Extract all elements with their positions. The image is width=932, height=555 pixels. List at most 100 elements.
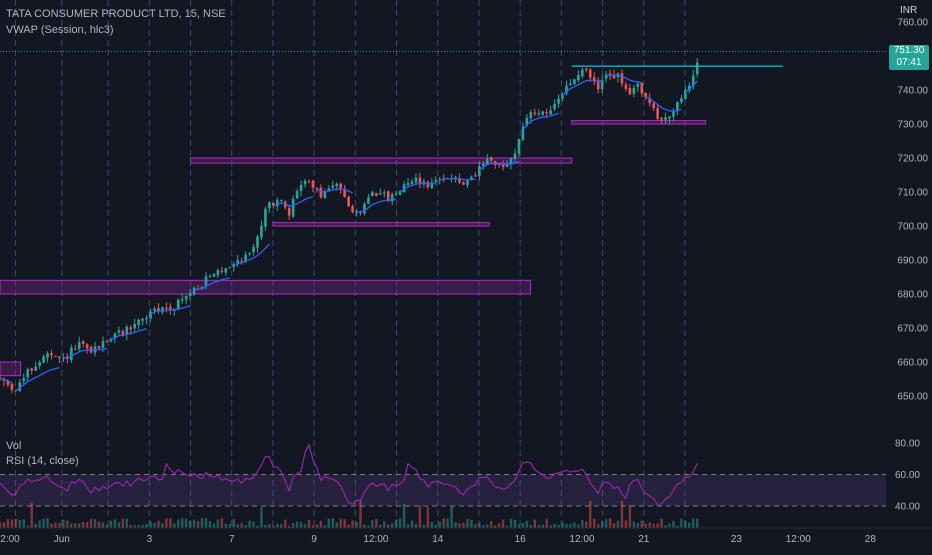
candle-body	[26, 369, 30, 378]
volume-bar	[133, 525, 136, 528]
volume-bar	[173, 523, 176, 528]
candle-body	[656, 108, 659, 119]
volume-bar	[220, 518, 224, 528]
volume-bar	[692, 518, 695, 528]
rsi-legend[interactable]: RSI (14, close)	[6, 455, 79, 467]
candle-body	[252, 246, 255, 253]
volume-bar	[541, 524, 544, 528]
zone-rectangle	[0, 361, 22, 377]
candle-body	[470, 176, 473, 180]
volume-bar	[640, 520, 643, 528]
candle-body	[212, 274, 216, 277]
volume-bar	[327, 518, 331, 528]
candle-body	[537, 113, 541, 115]
volume-bar	[18, 520, 22, 528]
vwap-line	[562, 79, 603, 97]
vwap-line	[478, 160, 520, 171]
candle-body	[176, 299, 180, 309]
price-tick-label: 710.00	[897, 188, 928, 199]
candle-body	[581, 69, 584, 77]
candle-body	[418, 177, 422, 184]
volume-bar	[141, 524, 144, 528]
volume-bar	[482, 525, 485, 528]
volume-bar	[387, 524, 390, 528]
volume-bar	[184, 518, 188, 528]
candle-body	[422, 181, 426, 184]
candle-body	[485, 158, 489, 165]
volume-bar	[379, 524, 382, 528]
volume-bar	[553, 523, 556, 528]
vwap-line	[316, 188, 353, 194]
candle-body	[236, 259, 239, 265]
zone-rectangle	[272, 222, 490, 227]
candle-body	[608, 73, 612, 75]
candle-body	[121, 331, 125, 335]
volume-bar	[256, 525, 259, 528]
volume-bar	[113, 519, 117, 528]
candle-body	[224, 268, 228, 273]
candle-body	[430, 182, 434, 189]
volume-bar	[240, 522, 243, 528]
volume-bar	[339, 518, 342, 528]
candle-body	[77, 342, 81, 349]
candle-body	[596, 80, 600, 90]
volume-bar	[70, 523, 73, 528]
volume-bar	[600, 521, 604, 528]
time-tick-label: 16	[515, 534, 527, 545]
candle-body	[319, 187, 323, 198]
candle-body	[307, 181, 311, 183]
volume-bar	[303, 524, 307, 528]
volume-bar	[363, 524, 366, 528]
candle-body	[335, 183, 339, 187]
candle-body	[256, 236, 259, 248]
volume-bar	[513, 519, 517, 528]
rsi-tick-label: 80.00	[895, 439, 920, 450]
volume-bar	[319, 520, 323, 528]
candle-body	[6, 380, 10, 385]
volume-bar	[509, 518, 513, 528]
candle-body	[244, 254, 247, 262]
vwap-legend[interactable]: VWAP (Session, hlc3)	[6, 24, 114, 36]
volume-bar	[307, 519, 311, 528]
candle-body	[137, 319, 140, 326]
volume-bar	[260, 507, 263, 528]
volume-bar	[137, 525, 140, 528]
volume-legend[interactable]: Vol	[6, 440, 22, 452]
candle-body	[691, 75, 695, 87]
candle-body	[557, 98, 560, 104]
candle-body	[664, 117, 667, 120]
symbol-title[interactable]: TATA CONSUMER PRODUCT LTD, 15, NSE	[6, 8, 226, 20]
volume-bar	[331, 518, 334, 528]
candle-body	[133, 323, 136, 329]
volume-bar	[181, 518, 184, 528]
volume-bar	[236, 524, 239, 528]
vwap-line	[193, 277, 230, 291]
candle-body	[604, 74, 608, 79]
candle-body	[529, 112, 533, 119]
time-tick-label: Jun	[54, 534, 70, 545]
volume-bar	[418, 505, 422, 528]
zone-rectangle	[0, 279, 532, 295]
volume-bar	[450, 506, 453, 528]
volume-bar	[244, 524, 247, 528]
vwap-line	[15, 367, 60, 392]
volume-bar	[46, 518, 49, 528]
candle-body	[565, 85, 568, 94]
volume-bar	[664, 525, 667, 528]
candle-body	[228, 267, 232, 269]
candle-body	[521, 126, 525, 140]
volume-bar	[145, 523, 148, 528]
volume-bar	[620, 500, 624, 528]
volume-bar	[493, 525, 497, 528]
candle-body	[458, 178, 461, 183]
volume-bar	[165, 518, 168, 528]
volume-bar	[280, 523, 283, 528]
time-tick-label: 23	[731, 534, 743, 545]
candle-body	[295, 191, 299, 199]
time-tick-label: 9	[311, 534, 317, 545]
volume-bar	[462, 522, 465, 528]
candle-body	[478, 166, 481, 177]
price-tick-label: 740.00	[897, 86, 928, 97]
